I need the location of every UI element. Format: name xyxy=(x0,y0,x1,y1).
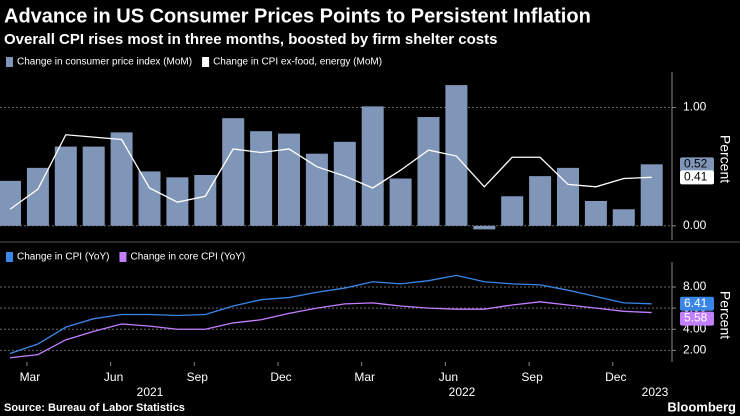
bar xyxy=(417,117,440,226)
bar xyxy=(640,164,663,226)
x-tick-label: Jun xyxy=(104,370,123,384)
bar xyxy=(54,146,77,226)
bar xyxy=(529,176,552,226)
legend-swatch xyxy=(6,252,13,262)
legend-label: Change in core CPI (YoY) xyxy=(130,252,245,263)
legend-label: Change in CPI (YoY) xyxy=(17,252,109,263)
bar xyxy=(0,180,21,226)
bar xyxy=(222,118,245,226)
bar xyxy=(26,167,49,226)
y-tick-label: 2.00 xyxy=(683,343,707,357)
x-tick-label: Dec xyxy=(605,370,626,384)
x-tick-label: Sep xyxy=(187,370,209,384)
bar xyxy=(473,225,496,230)
bar xyxy=(584,200,607,226)
x-tick-label: Jun xyxy=(439,370,458,384)
legend-swatch xyxy=(202,57,210,67)
x-tick-label: Dec xyxy=(270,370,291,384)
value-label-box xyxy=(680,296,714,311)
brand: Bloomberg xyxy=(667,399,736,414)
legend-swatch xyxy=(119,252,127,262)
bar xyxy=(389,178,412,226)
bar xyxy=(501,196,524,226)
y-tick-label: 0.00 xyxy=(683,218,707,232)
value-label: 0.52 xyxy=(684,156,708,170)
bar xyxy=(278,133,300,226)
y-tick-label: 1.00 xyxy=(683,100,707,114)
legend-label: Change in CPI ex-food, energy (MoM) xyxy=(213,57,382,68)
chart-title: Advance in US Consumer Prices Points to … xyxy=(4,5,591,27)
value-label-box xyxy=(680,170,714,185)
bar xyxy=(82,146,105,226)
x-tick-label: Mar xyxy=(354,370,375,384)
value-label: 6.41 xyxy=(684,296,708,310)
legend-label: Change in consumer price index (MoM) xyxy=(17,57,192,68)
year-label: 2023 xyxy=(642,385,669,399)
year-label: 2022 xyxy=(449,385,476,399)
x-tick-label: Sep xyxy=(521,370,543,384)
bar xyxy=(333,141,356,226)
y-axis-label: Percent xyxy=(717,291,733,339)
line xyxy=(9,301,652,359)
source: Source: Bureau of Labor Statistics xyxy=(4,402,185,414)
legend-swatch xyxy=(6,57,13,67)
value-label-box xyxy=(680,157,714,172)
value-label-box xyxy=(680,311,714,326)
bar xyxy=(138,171,161,226)
y-axis-label: Percent xyxy=(717,135,733,183)
year-label: 2021 xyxy=(137,385,164,399)
bar xyxy=(305,153,328,226)
bar xyxy=(557,167,579,226)
x-tick-label: Mar xyxy=(20,370,41,384)
line xyxy=(9,134,652,210)
chart-subtitle: Overall CPI rises most in three months, … xyxy=(4,31,497,48)
value-label: 5.58 xyxy=(684,311,708,325)
value-label: 0.41 xyxy=(684,170,708,184)
y-tick-label: 8.00 xyxy=(683,279,707,293)
bar xyxy=(612,209,635,226)
bar xyxy=(361,106,384,226)
bar xyxy=(250,131,273,226)
line xyxy=(9,274,652,355)
bar xyxy=(110,132,133,226)
